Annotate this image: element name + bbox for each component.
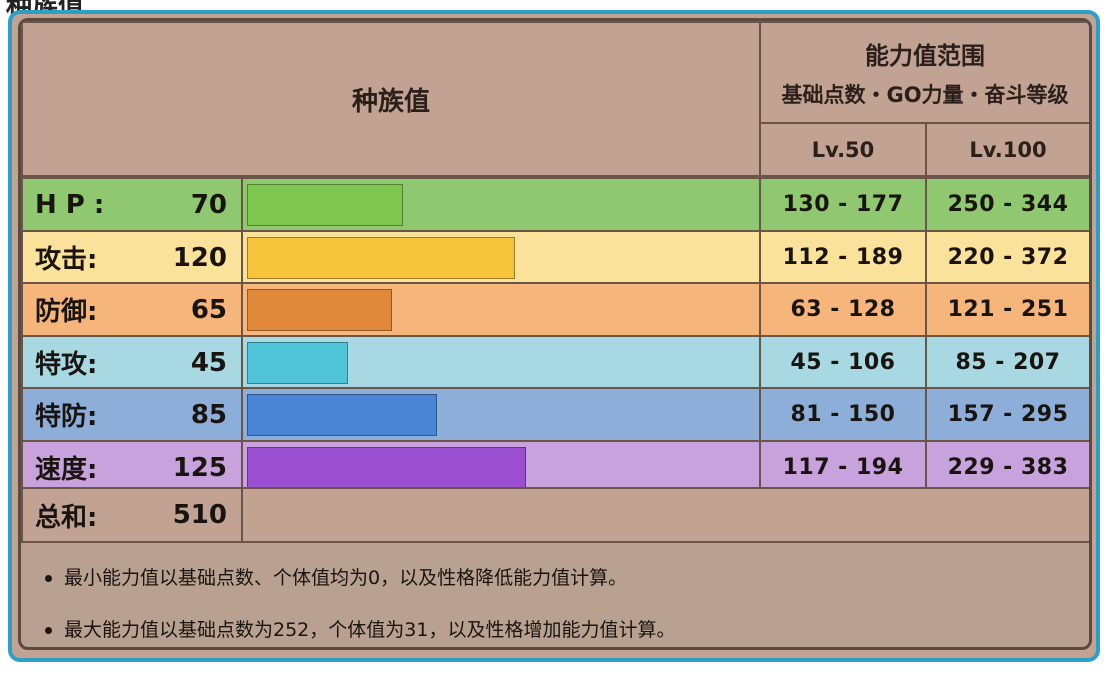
note-min: 最小能力值以基础点数、个体值均为0，以及性格降低能力值计算。	[45, 563, 627, 590]
stat-bar-sp-defense	[247, 393, 437, 436]
stat-label-cell-sp-attack: 特攻: 45	[21, 335, 243, 390]
note-max-text: 最大能力值以基础点数为252，个体值为31，以及性格增加能力值计算。	[64, 619, 676, 641]
lv50-range-speed: 117 - 194	[759, 440, 927, 495]
stat-bar-cell-sp-defense	[241, 387, 761, 442]
stat-value-sp-attack: 45	[190, 347, 227, 378]
stat-label-cell-sp-defense: 特防: 85	[21, 387, 243, 442]
stat-name-speed: 速度:	[35, 455, 98, 485]
stat-name-sp-defense: 特防:	[35, 402, 98, 432]
note-min-text: 最小能力值以基础点数、个体值均为0，以及性格降低能力值计算。	[64, 567, 628, 589]
lv100-range-sp-attack: 85 - 207	[925, 335, 1089, 390]
stat-name-hp: H P :	[35, 189, 105, 220]
stat-bar-cell-defense	[241, 282, 761, 337]
range-title: 能力值范围	[865, 42, 985, 70]
stat-bar-defense	[247, 288, 392, 331]
base-stats-header-label: 种族值	[351, 86, 430, 117]
stat-label-cell-speed: 速度: 125	[21, 440, 243, 495]
total-empty-cell	[241, 487, 1089, 543]
lv100-range-sp-defense: 157 - 295	[925, 387, 1089, 442]
stat-name-sp-attack: 特攻:	[35, 350, 98, 380]
lv100-range-speed: 229 - 383	[925, 440, 1089, 495]
stat-bar-speed	[247, 446, 526, 489]
total-label: 总和:	[35, 502, 98, 533]
total-value: 510	[172, 500, 227, 530]
stat-value-hp: 70	[190, 189, 227, 220]
bullet-dot	[45, 627, 52, 634]
notes-section: 最小能力值以基础点数、个体值均为0，以及性格降低能力值计算。 最大能力值以基础点…	[21, 541, 1089, 647]
stat-name-defense: 防御:	[35, 297, 98, 327]
lv100-header: Lv.100	[925, 122, 1089, 177]
lv50-range-defense: 63 - 128	[759, 282, 927, 337]
total-label-cell: 总和: 510	[21, 487, 243, 543]
stat-label-cell-attack: 攻击: 120	[21, 230, 243, 285]
stat-bar-attack	[247, 236, 515, 279]
range-header: 能力值范围 基础点数・GO力量・奋斗等级	[759, 21, 1089, 124]
bullet-dot	[45, 575, 52, 582]
lv100-range-defense: 121 - 251	[925, 282, 1089, 337]
stat-value-sp-defense: 85	[190, 399, 227, 430]
lv50-range-sp-defense: 81 - 150	[759, 387, 927, 442]
lv100-range-hp: 250 - 344	[925, 177, 1089, 232]
stat-value-speed: 125	[172, 452, 227, 483]
lv50-range-hp: 130 - 177	[759, 177, 927, 232]
lv50-header: Lv.50	[759, 122, 927, 177]
note-max: 最大能力值以基础点数为252，个体值为31，以及性格增加能力值计算。	[45, 615, 675, 642]
stat-value-defense: 65	[190, 294, 227, 325]
lv50-range-attack: 112 - 189	[759, 230, 927, 285]
stat-bar-cell-attack	[241, 230, 761, 285]
stat-bar-sp-attack	[247, 341, 348, 384]
lv100-range-attack: 220 - 372	[925, 230, 1089, 285]
lv50-header-label: Lv.50	[811, 137, 875, 162]
stat-bar-cell-hp	[241, 177, 761, 232]
range-subtitle: 基础点数・GO力量・奋斗等级	[781, 83, 1069, 107]
stat-bar-cell-speed	[241, 440, 761, 495]
stat-bar-cell-sp-attack	[241, 335, 761, 390]
base-stats-header: 种族值	[21, 21, 761, 177]
stat-label-cell-hp: H P : 70	[21, 177, 243, 232]
stats-panel: 种族值 能力值范围 基础点数・GO力量・奋斗等级 Lv.50 Lv.100 H …	[18, 18, 1092, 650]
stat-name-attack: 攻击:	[35, 245, 98, 275]
lv50-range-sp-attack: 45 - 106	[759, 335, 927, 390]
stat-value-attack: 120	[172, 242, 227, 273]
stats-card-frame: 种族值 能力值范围 基础点数・GO力量・奋斗等级 Lv.50 Lv.100 H …	[8, 10, 1100, 662]
stat-bar-hp	[247, 183, 403, 226]
lv100-header-label: Lv.100	[969, 137, 1047, 162]
stat-label-cell-defense: 防御: 65	[21, 282, 243, 337]
